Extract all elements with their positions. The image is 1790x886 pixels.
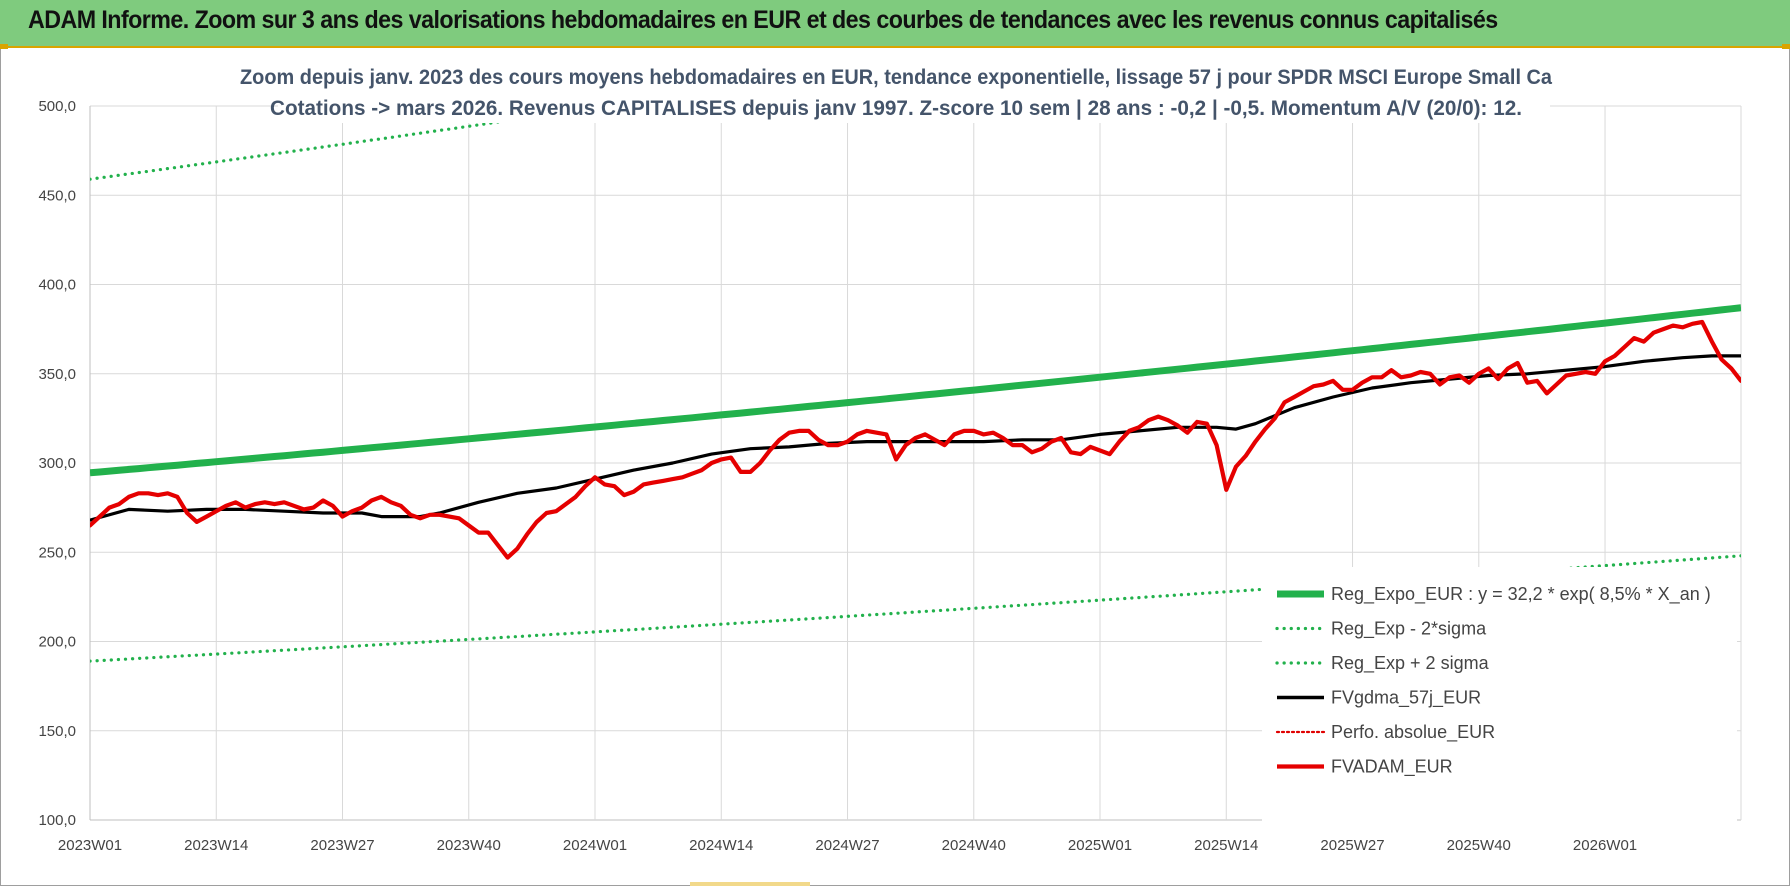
series-reg-plus-2sigma <box>90 103 639 181</box>
banner-corner-right <box>1782 44 1790 49</box>
legend-label: FVgdma_57j_EUR <box>1331 688 1481 709</box>
legend-label: FVADAM_EUR <box>1331 757 1453 778</box>
y-tick-label: 250,0 <box>38 544 76 561</box>
legend-label: Reg_Expo_EUR : y = 32,2 * exp( 8,5% * X_… <box>1331 584 1711 605</box>
x-tick-label: 2023W01 <box>58 837 122 854</box>
legend-label: Reg_Exp - 2*sigma <box>1331 619 1487 640</box>
y-tick-label: 500,0 <box>38 98 76 115</box>
sheet-tab-marker <box>690 882 810 886</box>
y-tick-label: 450,0 <box>38 187 76 204</box>
x-tick-label: 2025W01 <box>1068 837 1132 854</box>
x-tick-label: 2025W27 <box>1320 837 1384 854</box>
x-tick-label: 2023W27 <box>310 837 374 854</box>
x-tick-label: 2024W01 <box>563 837 627 854</box>
x-tick-label: 2023W14 <box>184 837 248 854</box>
x-tick-label: 2024W40 <box>942 837 1006 854</box>
series-fvadam <box>90 319 1741 560</box>
x-tick-label: 2024W27 <box>815 837 879 854</box>
x-tick-label: 2026W01 <box>1573 837 1637 854</box>
legend-box <box>1262 567 1737 827</box>
y-tick-label: 400,0 <box>38 277 76 294</box>
series-reg-expo <box>90 304 1741 477</box>
y-tick-label: 350,0 <box>38 366 76 383</box>
chart-series <box>90 103 1741 663</box>
legend-label: Perfo. absolue_EUR <box>1331 722 1495 743</box>
series-fvgdma <box>90 354 1741 522</box>
page-title: ADAM Informe. Zoom sur 3 ans des valoris… <box>28 6 1498 34</box>
banner-corner-left <box>0 44 8 49</box>
chart-legend: Reg_Expo_EUR : y = 32,2 * exp( 8,5% * X_… <box>1275 584 1711 778</box>
subtitle-backdrop-1 <box>237 62 1555 90</box>
y-tick-label: 150,0 <box>38 723 76 740</box>
y-tick-label: 300,0 <box>38 455 76 472</box>
x-tick-label: 2024W14 <box>689 837 753 854</box>
chart-subtitle-line1: Zoom depuis janv. 2023 des cours moyens … <box>240 66 1552 89</box>
x-tick-label: 2023W40 <box>437 837 501 854</box>
x-tick-label: 2025W40 <box>1447 837 1511 854</box>
line-chart: 100,0 150,0 200,0 250,0 300,0 350,0 400,0 450,0… <box>38 62 1742 854</box>
header-banner: ADAM Informe. Zoom sur 3 ans des valoris… <box>0 0 1790 48</box>
axis-ticks: 100,0 150,0 200,0 250,0 300,0 350,0 400,0 450,0… <box>38 98 1637 854</box>
x-tick-label: 2025W14 <box>1194 837 1258 854</box>
y-tick-label: 100,0 <box>38 812 76 829</box>
chart-subtitle-line2: Cotations -> mars 2026. Revenus CAPITALI… <box>270 97 1522 120</box>
y-tick-label: 200,0 <box>38 634 76 651</box>
subtitle-backdrop-2 <box>278 93 1550 123</box>
legend-label: Reg_Exp + 2 sigma <box>1331 653 1490 674</box>
